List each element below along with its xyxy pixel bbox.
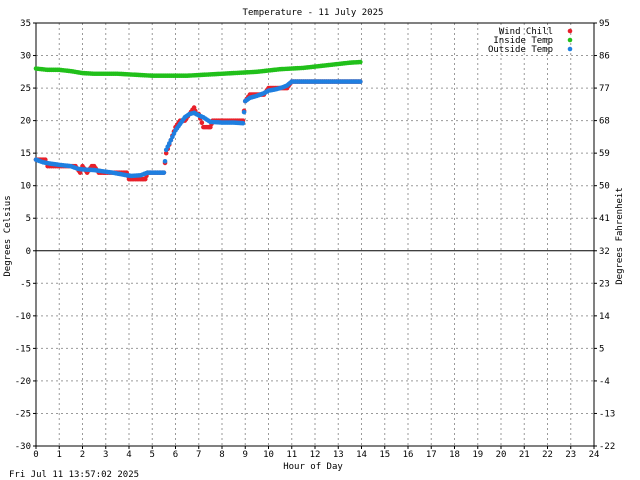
legend-marker [567, 37, 573, 43]
x-tick-label: 8 [219, 450, 224, 460]
y-tick-label-right: 77 [599, 84, 610, 94]
y-tick-label-right: 23 [599, 279, 610, 289]
y-tick-label-right: 59 [599, 149, 610, 159]
x-tick-label: 21 [519, 450, 530, 460]
x-tick-label: 13 [333, 450, 344, 460]
y-tick-label-right: 14 [599, 312, 610, 322]
x-tick-label: 5 [150, 450, 155, 460]
x-tick-label: 23 [565, 450, 576, 460]
legend-label: Wind Chill [499, 27, 553, 37]
y-tick-label-left: -30 [15, 442, 31, 452]
y-tick-label-right: -22 [599, 442, 615, 452]
y-tick-label-left: 10 [20, 182, 31, 192]
outside-temp-point [161, 170, 167, 175]
data-series [33, 59, 363, 182]
x-tick-label: 3 [103, 450, 108, 460]
x-tick-label: 9 [243, 450, 248, 460]
wind-chill-point [199, 120, 205, 126]
outside-temp-point [162, 158, 168, 164]
x-tick-label: 2 [80, 450, 85, 460]
x-tick-label: 16 [403, 450, 414, 460]
y-tick-label-left: -15 [15, 344, 31, 354]
y-tick-label-left: -10 [15, 312, 31, 322]
outside-temp-point [358, 79, 363, 84]
x-axis-label: Hour of Day [283, 462, 343, 472]
y-tick-label-right: 95 [599, 19, 610, 29]
x-tick-label: 11 [286, 450, 297, 460]
x-tick-label: 22 [542, 450, 553, 460]
x-tick-label: 17 [426, 450, 437, 460]
legend-marker [567, 28, 573, 34]
x-tick-label: 18 [449, 450, 460, 460]
x-tick-label: 10 [263, 450, 274, 460]
chart-title: Temperature - 11 July 2025 [243, 8, 384, 18]
y-axis-label-right: Degrees Fahrenheit [615, 187, 625, 285]
legend-label: Inside Temp [493, 36, 553, 46]
y-tick-label-right: 32 [599, 247, 610, 257]
legend-label: Outside Temp [488, 45, 553, 55]
y-tick-label-left: 25 [20, 84, 31, 94]
x-tick-label: 14 [356, 450, 367, 460]
y-tick-label-left: -20 [15, 377, 31, 387]
y-tick-label-left: 5 [26, 214, 31, 224]
y-axis-label-left: Degrees Celsius [3, 195, 13, 276]
y-tick-label-left: 15 [20, 149, 31, 159]
y-tick-label-left: -25 [15, 409, 31, 419]
x-tick-label: 12 [310, 450, 321, 460]
wind-chill-point [163, 150, 169, 156]
wind-chill-series [33, 79, 363, 182]
outside-temp-point [240, 120, 246, 126]
y-tick-label-left: -5 [20, 279, 31, 289]
x-tick-label: 24 [589, 450, 600, 460]
inside-temp-point [358, 59, 363, 65]
x-tick-label: 1 [57, 450, 62, 460]
x-tick-label: 4 [126, 450, 131, 460]
legend-marker [567, 46, 573, 52]
grid [36, 23, 594, 446]
x-tick-label: 19 [472, 450, 483, 460]
y-tick-label-right: 41 [599, 214, 610, 224]
timestamp: Fri Jul 11 13:57:02 2025 [9, 470, 139, 480]
y-tick-label-left: 30 [20, 52, 31, 62]
y-tick-label-left: 0 [26, 247, 31, 257]
y-tick-label-left: 20 [20, 117, 31, 127]
x-tick-label: 7 [196, 450, 201, 460]
x-tick-label: 0 [33, 450, 38, 460]
y-tick-label-right: -13 [599, 409, 615, 419]
y-tick-label-right: 86 [599, 52, 610, 62]
outside-temp-point [241, 109, 247, 115]
y-tick-label-right: 68 [599, 117, 610, 127]
outside-temp-series [33, 79, 363, 179]
inside-temp-series [33, 59, 363, 79]
x-tick-label: 15 [379, 450, 390, 460]
axes: 0 1 2 3 4 5 6 7 8 9 10 11 12 13 14 15 16 17 18 19 20 21 22 23 24… [15, 19, 616, 460]
y-tick-label-right: -4 [599, 377, 610, 387]
x-tick-label: 6 [173, 450, 178, 460]
x-tick-label: 20 [496, 450, 507, 460]
y-tick-label-right: 50 [599, 182, 610, 192]
y-tick-label-right: 5 [599, 344, 604, 354]
y-tick-label-left: 35 [20, 19, 31, 29]
